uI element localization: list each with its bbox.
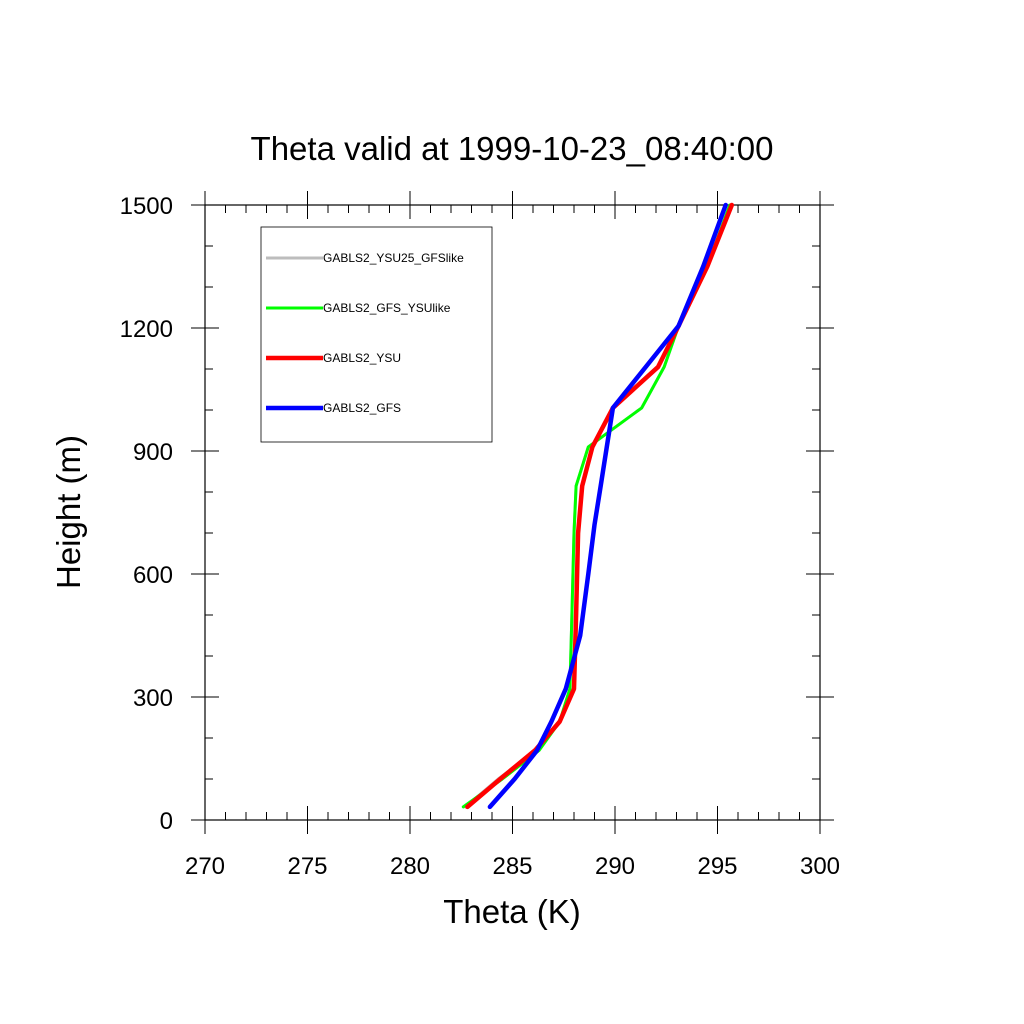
minor-ticks xyxy=(205,205,820,820)
y-axis-label: Height (m) xyxy=(50,435,87,589)
y-tick-label: 900 xyxy=(133,439,173,466)
x-axis-label: Theta (K) xyxy=(443,893,581,930)
x-tick-label: 300 xyxy=(800,853,840,880)
series-layer xyxy=(461,202,735,810)
plot-frame xyxy=(204,204,821,821)
legend-entry-label: GABLS2_GFS_YSUlike xyxy=(323,301,451,315)
legend-entry-label: GABLS2_YSU25_GFSlike xyxy=(323,251,464,265)
y-tick-label: 300 xyxy=(133,685,173,712)
chart-title: Theta valid at 1999-10-23_08:40:00 xyxy=(251,130,774,167)
x-tick-label: 275 xyxy=(287,853,327,880)
legend: GABLS2_YSU25_GFSlike GABLS2_GFS_YSUlike GA… xyxy=(260,226,493,443)
y-tick-labels: 0 300 600 900 1200 1500 xyxy=(120,193,173,835)
legend-entry-label: GABLS2_YSU xyxy=(323,351,401,365)
x-tick-label: 295 xyxy=(697,853,737,880)
y-tick-label: 0 xyxy=(160,808,173,835)
x-tick-label: 270 xyxy=(185,853,225,880)
y-tick-label: 1500 xyxy=(120,193,173,220)
x-tick-label: 285 xyxy=(492,853,532,880)
x-tick-label: 280 xyxy=(390,853,430,880)
legend-entry-label: GABLS2_GFS xyxy=(323,401,401,415)
x-tick-label: 290 xyxy=(595,853,635,880)
y-tick-label: 1200 xyxy=(120,316,173,343)
series-line-gabls2-gfs xyxy=(487,202,728,810)
y-tick-label: 600 xyxy=(133,562,173,589)
x-tick-labels: 270 275 280 285 290 295 300 xyxy=(185,853,840,880)
